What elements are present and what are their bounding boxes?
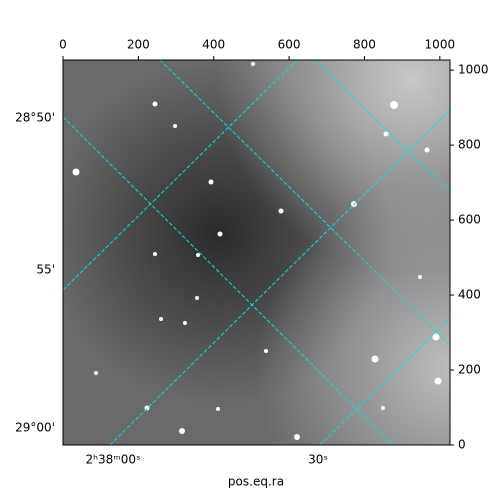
- y-tick-label: 400: [458, 288, 481, 302]
- x-tick-label: 800: [353, 38, 376, 52]
- x-tick-label: 1000: [425, 38, 456, 52]
- wcs-grid: [63, 60, 450, 445]
- x-tick-label: 400: [202, 38, 225, 52]
- y-tick-label: 0: [458, 438, 466, 452]
- dec-label: 29°00': [15, 421, 55, 435]
- y-tick-label: 1000: [458, 63, 489, 77]
- x-tick-label: 600: [278, 38, 301, 52]
- x-tick-label: 200: [127, 38, 150, 52]
- plot-frame: [62, 59, 451, 446]
- y-tick-label: 800: [458, 138, 481, 152]
- ra-label: 2ʰ38ᵐ00ˢ: [86, 453, 141, 467]
- x-tick-label: 0: [59, 38, 67, 52]
- sky-image: [63, 60, 450, 445]
- y-tick-label: 200: [458, 363, 481, 377]
- y-tick-label: 600: [458, 213, 481, 227]
- x-axis-label: pos.eq.ra: [228, 475, 284, 489]
- dec-label: 28°50': [15, 111, 55, 125]
- dec-label: 55': [36, 263, 55, 277]
- ra-label: 30ˢ: [308, 453, 328, 467]
